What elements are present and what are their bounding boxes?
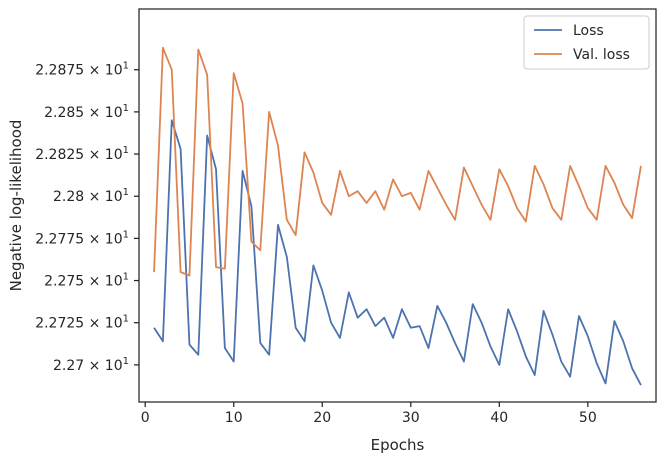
y-tick-label: 2.2825 × 101 xyxy=(35,145,129,163)
legend: Loss Val. loss xyxy=(523,15,650,70)
x-tick-label: 50 xyxy=(579,410,597,426)
x-tick-label: 0 xyxy=(141,410,150,426)
y-tick-label: 2.275 × 101 xyxy=(44,272,129,290)
y-axis-ticks: 2.27 × 101 2.2725 × 101 2.275 × 101 2.2775 … xyxy=(35,61,139,374)
x-tick-label: 20 xyxy=(313,410,331,426)
x-axis-ticks: 0 10 20 30 40 50 xyxy=(141,402,597,426)
y-axis-label: Negative log-likelihood xyxy=(7,120,25,292)
x-tick-label: 10 xyxy=(225,410,243,426)
x-tick-label: 30 xyxy=(402,410,420,426)
legend-label-val-loss: Val. loss xyxy=(573,47,630,63)
y-tick-label: 2.27 × 101 xyxy=(53,356,129,374)
y-tick-label: 2.2875 × 101 xyxy=(35,61,129,79)
series-layer xyxy=(153,46,642,386)
y-tick-label: 2.28 × 101 xyxy=(53,187,129,205)
series-line-val-loss xyxy=(153,46,642,277)
series-line-loss xyxy=(153,119,642,386)
y-tick-label: 2.2775 × 101 xyxy=(35,229,129,247)
x-axis-label: Epochs xyxy=(371,436,425,454)
axes-frame xyxy=(138,8,657,403)
y-tick-label: 2.2725 × 101 xyxy=(35,314,129,332)
legend-label-loss: Loss xyxy=(573,23,604,39)
y-tick-label: 2.285 × 101 xyxy=(44,103,129,121)
x-tick-label: 40 xyxy=(490,410,508,426)
